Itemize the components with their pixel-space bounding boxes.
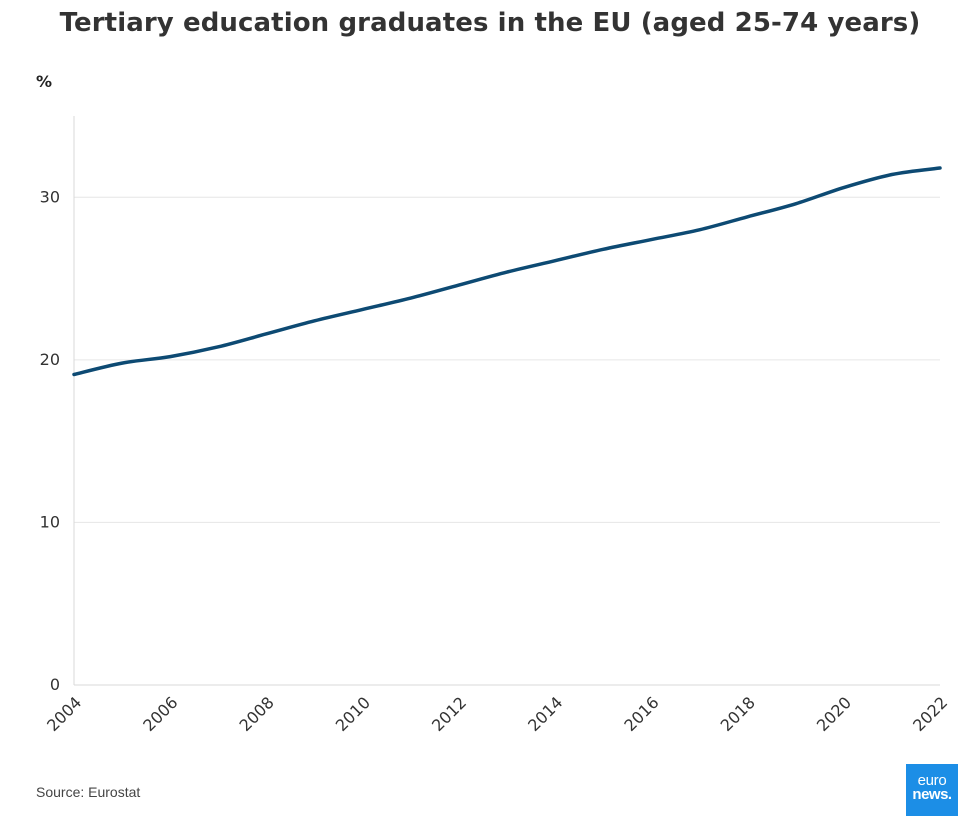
data-point xyxy=(168,355,172,359)
y-axis-unit-label: % xyxy=(36,72,53,91)
logo-text-top: euro xyxy=(917,772,947,789)
data-point xyxy=(457,283,461,287)
logo-text-bottom: news. xyxy=(912,786,952,803)
y-tick-label: 0 xyxy=(50,675,60,694)
data-point xyxy=(601,247,605,251)
x-tick-label: 2018 xyxy=(717,693,759,735)
data-point xyxy=(313,319,317,323)
x-tick-label: 2020 xyxy=(813,693,855,735)
data-point xyxy=(264,332,268,336)
data-point xyxy=(842,186,846,190)
data-point xyxy=(505,270,509,274)
y-tick-label: 20 xyxy=(40,350,60,369)
y-tick-label: 30 xyxy=(40,187,60,206)
data-point xyxy=(409,296,413,300)
x-tick-label: 2008 xyxy=(236,693,278,735)
data-point xyxy=(72,372,76,376)
x-tick-label: 2012 xyxy=(428,693,470,735)
series-line xyxy=(72,166,942,377)
data-point xyxy=(553,259,557,263)
x-tick-label: 2014 xyxy=(524,693,566,735)
euronews-logo: euro news. xyxy=(906,764,958,816)
data-point xyxy=(746,215,750,219)
data-point xyxy=(649,238,653,242)
data-point xyxy=(794,202,798,206)
x-tick-label: 2004 xyxy=(43,693,85,735)
x-tick-label: 2022 xyxy=(909,693,951,735)
data-point xyxy=(938,166,942,170)
x-tick-label: 2010 xyxy=(332,693,374,735)
data-point xyxy=(120,361,124,365)
data-point xyxy=(216,345,220,349)
x-tick-label: 2006 xyxy=(139,693,181,735)
data-point xyxy=(697,228,701,232)
source-note: Source: Eurostat xyxy=(36,784,141,800)
y-tick-label: 10 xyxy=(40,512,60,531)
chart-title: Tertiary education graduates in the EU (… xyxy=(59,8,921,38)
data-point xyxy=(361,307,365,311)
data-point xyxy=(890,173,894,177)
x-tick-label: 2016 xyxy=(620,693,662,735)
